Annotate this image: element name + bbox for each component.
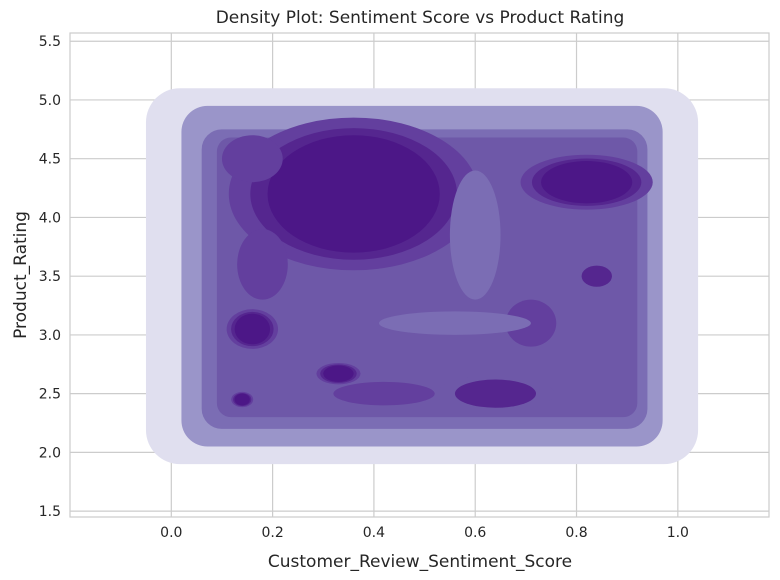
x-axis-label: Customer_Review_Sentiment_Score bbox=[268, 552, 572, 572]
light-patch bbox=[378, 311, 531, 335]
chart-title: Density Plot: Sentiment Score vs Product… bbox=[216, 8, 625, 28]
hotspot-core bbox=[234, 393, 250, 406]
y-tick-label: 2.0 bbox=[39, 445, 61, 461]
x-tick-label: 1.0 bbox=[667, 525, 689, 541]
hotspot-core bbox=[454, 379, 536, 408]
y-tick-label: 4.5 bbox=[39, 152, 61, 168]
x-tick-labels: 0.0 0.2 0.4 0.6 0.8 1.0 bbox=[160, 525, 689, 541]
hotspot-core bbox=[267, 135, 440, 253]
plot-frame bbox=[69, 32, 770, 518]
hotspot-core bbox=[221, 135, 283, 183]
density-layers bbox=[145, 88, 699, 465]
y-tick-labels: 1.5 2.0 2.5 3.0 3.5 4.0 4.5 5.0 5.5 bbox=[39, 34, 61, 520]
y-axis-label: Product_Rating bbox=[11, 211, 31, 339]
y-tick-label: 1.5 bbox=[39, 504, 61, 520]
hotspot-core bbox=[541, 161, 633, 204]
hotspot-core bbox=[234, 313, 271, 345]
y-tick-label: 5.0 bbox=[39, 93, 61, 109]
x-tick-label: 0.6 bbox=[464, 525, 486, 541]
y-tick-label: 3.0 bbox=[39, 328, 61, 344]
x-tick-label: 0.8 bbox=[565, 525, 587, 541]
y-tick-label: 4.0 bbox=[39, 210, 61, 226]
y-tick-label: 2.5 bbox=[39, 387, 61, 403]
light-patch bbox=[449, 170, 501, 300]
hotspot-core bbox=[333, 381, 435, 406]
hotspot-core bbox=[323, 365, 354, 382]
x-tick-label: 0.2 bbox=[261, 525, 283, 541]
hotspot-core bbox=[581, 265, 612, 287]
y-tick-label: 5.5 bbox=[39, 34, 61, 50]
x-tick-label: 0.4 bbox=[363, 525, 385, 541]
x-tick-label: 0.0 bbox=[160, 525, 182, 541]
y-tick-label: 3.5 bbox=[39, 269, 61, 285]
hotspot-core bbox=[237, 229, 288, 300]
